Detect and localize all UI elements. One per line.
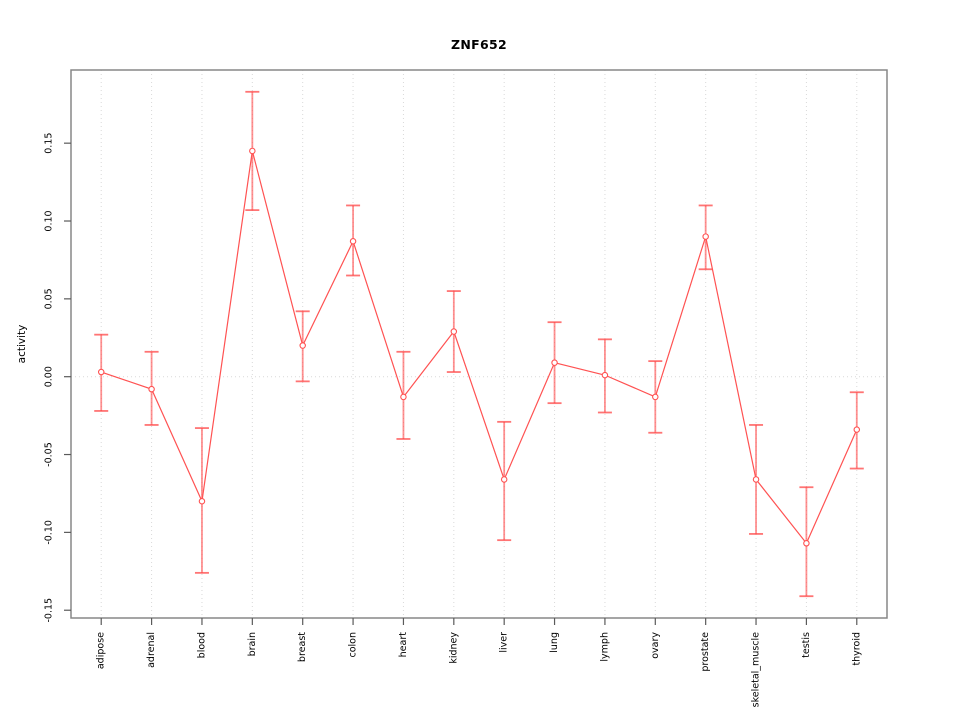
x-tick-label: adipose [96,632,107,669]
data-point [400,393,407,401]
x-tick-label: lung [549,632,560,653]
x-tick-label: breast [297,632,308,662]
data-line [101,150,858,545]
x-tick-label: lymph [599,632,610,662]
chart-title: ZNF652 [451,37,507,52]
data-point [702,233,709,240]
data-point [853,426,861,433]
data-point [349,238,357,245]
x-tick-label: thyroid [851,632,862,666]
data-point [97,368,105,376]
data-point [450,328,458,335]
y-tick-label: 0.00 [44,366,55,387]
y-tick-label: 0.15 [44,133,55,154]
data-point [752,476,760,483]
data-point [198,497,206,505]
data-point [652,393,659,401]
data-point [299,342,306,349]
y-tick-label: 0.05 [44,288,55,309]
y-tick-label: 0.10 [44,210,55,231]
x-tick-label: adrenal [146,632,157,668]
x-tick-label: skeletal_muscle [751,632,762,707]
x-tick-label: colon [348,632,359,658]
data-point [500,476,508,483]
data-point [148,385,155,393]
x-tick-label: blood [196,632,207,658]
x-tick-label: prostate [700,632,711,672]
x-tick-label: kidney [448,632,459,664]
plot-frame [70,69,888,619]
y-tick-label: -0.10 [44,520,55,545]
x-tick-label: ovary [650,632,661,659]
x-tick-label: liver [499,632,510,653]
data-point [601,371,609,379]
y-tick-label: -0.05 [44,442,55,467]
data-point [803,540,810,547]
y-tick-label: -0.15 [44,598,55,623]
data-point [249,147,256,155]
x-tick-label: heart [398,632,409,658]
x-tick-label: brain [247,632,258,656]
data-point [551,359,558,366]
x-tick-label: testis [801,632,812,658]
